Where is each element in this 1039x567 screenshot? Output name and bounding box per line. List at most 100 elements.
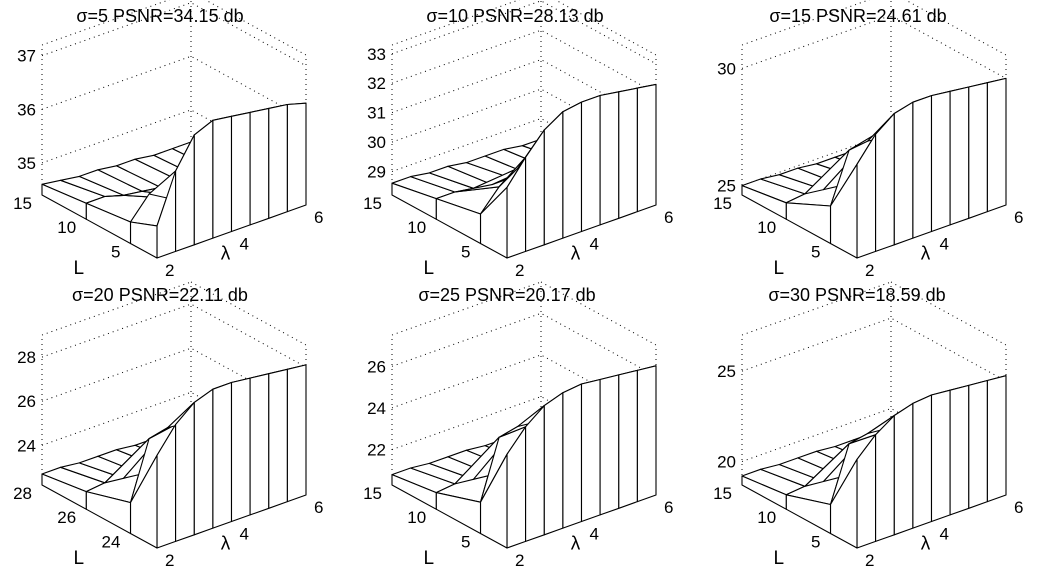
surface-skirt-face bbox=[562, 101, 583, 239]
surface-skirt-face bbox=[599, 91, 620, 226]
surface-skirt-face bbox=[562, 383, 583, 529]
surface-skirt-face bbox=[543, 392, 564, 536]
y-tick-label: 10 bbox=[57, 218, 76, 237]
surface-skirt-face bbox=[580, 94, 601, 233]
x-tick-label: 6 bbox=[314, 498, 323, 517]
surface-skirt-face bbox=[230, 111, 251, 233]
z-tick-label: 36 bbox=[17, 100, 36, 119]
surface-skirt-face bbox=[875, 414, 895, 542]
z-tick-label: 20 bbox=[717, 453, 736, 472]
y-tick-label: 15 bbox=[363, 484, 382, 503]
panel-title: σ=20 PSNR=22.11 db bbox=[72, 285, 248, 305]
z-tick-label: 26 bbox=[17, 392, 36, 411]
x-tick-label: 6 bbox=[664, 498, 673, 517]
surface-skirt-face bbox=[212, 381, 233, 529]
y-tick-label: 15 bbox=[713, 194, 732, 213]
surface-skirt-face bbox=[212, 115, 233, 239]
surface-skirt-face bbox=[193, 388, 214, 536]
x-tick-label: 6 bbox=[1014, 208, 1023, 227]
x-axis-label: λ bbox=[571, 244, 581, 265]
x-tick-label: 4 bbox=[590, 235, 599, 254]
y-tick-label: 24 bbox=[102, 532, 121, 551]
surface-skirt-face bbox=[893, 101, 914, 246]
surface-skirt-face bbox=[599, 374, 620, 516]
surface-skirt-face bbox=[268, 368, 288, 509]
y-axis-label: L bbox=[73, 258, 84, 279]
x-tick-label: 2 bbox=[515, 551, 524, 567]
surface-skirt-face bbox=[986, 375, 1007, 503]
grid-line bbox=[391, 312, 657, 377]
panel-title: σ=5 PSNR=34.15 db bbox=[76, 6, 243, 26]
surface-skirt-face bbox=[618, 87, 638, 219]
surface-skirt-face bbox=[249, 373, 270, 516]
grid-line bbox=[904, 0, 1007, 56]
surface-skirt-face bbox=[949, 384, 970, 516]
surface-panel: σ=5 PSNR=34.15 db 35 36 37 2 4 6 5 10 15 λ L bbox=[13, 0, 323, 280]
y-tick-label: 10 bbox=[407, 508, 426, 527]
y-tick-label: 5 bbox=[461, 242, 470, 261]
surface-skirt-face bbox=[968, 82, 988, 219]
surface-side-face bbox=[741, 475, 787, 510]
x-tick-label: 4 bbox=[590, 525, 599, 544]
x-tick-label: 6 bbox=[314, 208, 323, 227]
z-tick-label: 25 bbox=[717, 177, 736, 196]
z-tick-label: 35 bbox=[17, 154, 36, 173]
surface-side-face bbox=[41, 183, 87, 220]
surface-side-face bbox=[41, 473, 87, 510]
surface-skirt-face bbox=[912, 394, 933, 529]
x-tick-label: 4 bbox=[940, 235, 949, 254]
grid-line bbox=[890, 281, 1007, 346]
x-tick-label: 6 bbox=[664, 208, 673, 227]
z-tick-label: 37 bbox=[17, 47, 36, 66]
y-tick-label: 10 bbox=[757, 508, 776, 527]
surface-skirt-face bbox=[193, 119, 214, 246]
z-tick-label: 26 bbox=[367, 357, 386, 376]
x-tick-label: 2 bbox=[865, 261, 874, 280]
y-axis-label: L bbox=[773, 548, 784, 567]
y-tick-label: 15 bbox=[363, 194, 382, 213]
surface-skirt-face bbox=[618, 369, 638, 509]
grid-line bbox=[554, 0, 657, 56]
x-tick-label: 4 bbox=[240, 235, 249, 254]
surface-side-face bbox=[129, 221, 158, 259]
surface-skirt-face bbox=[636, 83, 657, 213]
surface-skirt-face bbox=[175, 401, 195, 542]
surface-side-face bbox=[785, 202, 832, 245]
y-tick-label: 10 bbox=[757, 218, 776, 237]
surface-skirt-face bbox=[893, 402, 914, 536]
x-tick-label: 4 bbox=[240, 525, 249, 544]
grid-line bbox=[540, 281, 657, 346]
x-axis-label: λ bbox=[221, 244, 231, 265]
panel-title: σ=30 PSNR=18.59 db bbox=[768, 285, 945, 305]
x-axis-label: λ bbox=[921, 534, 931, 555]
y-tick-label: 5 bbox=[111, 242, 120, 261]
surface-skirt-face bbox=[580, 378, 601, 523]
y-tick-label: 5 bbox=[811, 242, 820, 261]
grid-line bbox=[190, 281, 307, 346]
surface-skirt-face bbox=[525, 405, 545, 542]
surface-side-face bbox=[391, 474, 437, 510]
x-tick-label: 6 bbox=[1014, 498, 1023, 517]
z-tick-label: 30 bbox=[717, 59, 736, 78]
y-axis-label: L bbox=[423, 258, 434, 279]
surface-skirt-face bbox=[968, 379, 988, 509]
x-tick-label: 2 bbox=[165, 261, 174, 280]
z-tick-label: 32 bbox=[367, 74, 386, 93]
panel-title: σ=25 PSNR=20.17 db bbox=[418, 285, 595, 305]
surface-panel: σ=30 PSNR=18.59 db 20 25 2 4 6 5 10 15 λ L bbox=[713, 281, 1023, 567]
x-tick-label: 2 bbox=[515, 261, 524, 280]
y-tick-label: 26 bbox=[57, 508, 76, 527]
surface-panel: σ=15 PSNR=24.61 db 25 30 2 4 6 5 10 15 λ L bbox=[713, 0, 1023, 280]
surface-side-face bbox=[391, 182, 437, 220]
y-axis-label: L bbox=[773, 258, 784, 279]
y-tick-label: 28 bbox=[13, 484, 32, 503]
y-tick-label: 5 bbox=[461, 532, 470, 551]
surface-side-face bbox=[741, 185, 787, 220]
grid-line bbox=[391, 0, 657, 65]
surface-skirt-face bbox=[286, 364, 307, 503]
y-axis-label: L bbox=[423, 548, 434, 567]
z-tick-label: 25 bbox=[717, 362, 736, 381]
